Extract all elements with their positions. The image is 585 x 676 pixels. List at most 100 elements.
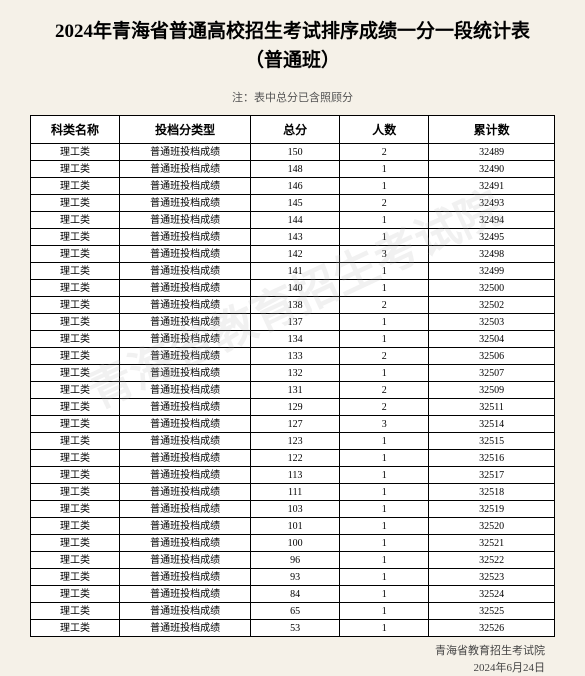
cell-type: 普通班投档成绩 bbox=[120, 518, 251, 535]
table-row: 理工类普通班投档成绩142332498 bbox=[31, 246, 555, 263]
cell-cumulative: 32500 bbox=[429, 280, 555, 297]
cell-count: 1 bbox=[340, 535, 429, 552]
table-row: 理工类普通班投档成绩141132499 bbox=[31, 263, 555, 280]
cell-type: 普通班投档成绩 bbox=[120, 399, 251, 416]
cell-score: 96 bbox=[251, 552, 340, 569]
cell-subject: 理工类 bbox=[31, 535, 120, 552]
header-cumulative: 累计数 bbox=[429, 116, 555, 144]
cell-score: 53 bbox=[251, 620, 340, 637]
cell-score: 134 bbox=[251, 331, 340, 348]
table-header-row: 科类名称 投档分类型 总分 人数 累计数 bbox=[31, 116, 555, 144]
cell-subject: 理工类 bbox=[31, 450, 120, 467]
table-row: 理工类普通班投档成绩53132526 bbox=[31, 620, 555, 637]
table-row: 理工类普通班投档成绩138232502 bbox=[31, 297, 555, 314]
cell-type: 普通班投档成绩 bbox=[120, 144, 251, 161]
table-row: 理工类普通班投档成绩144132494 bbox=[31, 212, 555, 229]
cell-score: 93 bbox=[251, 569, 340, 586]
cell-count: 1 bbox=[340, 569, 429, 586]
cell-cumulative: 32503 bbox=[429, 314, 555, 331]
cell-count: 3 bbox=[340, 416, 429, 433]
cell-score: 146 bbox=[251, 178, 340, 195]
footer-org: 青海省教育招生考试院 bbox=[435, 645, 545, 657]
cell-cumulative: 32506 bbox=[429, 348, 555, 365]
cell-count: 1 bbox=[340, 518, 429, 535]
cell-subject: 理工类 bbox=[31, 178, 120, 195]
cell-count: 1 bbox=[340, 467, 429, 484]
cell-cumulative: 32490 bbox=[429, 161, 555, 178]
cell-score: 142 bbox=[251, 246, 340, 263]
note-text: 注：表中总分已含照顾分 bbox=[30, 89, 555, 105]
cell-cumulative: 32509 bbox=[429, 382, 555, 399]
table-row: 理工类普通班投档成绩133232506 bbox=[31, 348, 555, 365]
cell-subject: 理工类 bbox=[31, 314, 120, 331]
table-row: 理工类普通班投档成绩96132522 bbox=[31, 552, 555, 569]
table-row: 理工类普通班投档成绩123132515 bbox=[31, 433, 555, 450]
cell-subject: 理工类 bbox=[31, 297, 120, 314]
cell-subject: 理工类 bbox=[31, 433, 120, 450]
cell-count: 1 bbox=[340, 620, 429, 637]
cell-score: 143 bbox=[251, 229, 340, 246]
cell-count: 1 bbox=[340, 212, 429, 229]
cell-subject: 理工类 bbox=[31, 365, 120, 382]
cell-subject: 理工类 bbox=[31, 229, 120, 246]
cell-subject: 理工类 bbox=[31, 246, 120, 263]
table-row: 理工类普通班投档成绩132132507 bbox=[31, 365, 555, 382]
cell-score: 127 bbox=[251, 416, 340, 433]
cell-count: 1 bbox=[340, 603, 429, 620]
header-count: 人数 bbox=[340, 116, 429, 144]
cell-cumulative: 32504 bbox=[429, 331, 555, 348]
cell-type: 普通班投档成绩 bbox=[120, 297, 251, 314]
cell-score: 148 bbox=[251, 161, 340, 178]
cell-score: 84 bbox=[251, 586, 340, 603]
table-row: 理工类普通班投档成绩140132500 bbox=[31, 280, 555, 297]
table-row: 理工类普通班投档成绩111132518 bbox=[31, 484, 555, 501]
table-row: 理工类普通班投档成绩129232511 bbox=[31, 399, 555, 416]
cell-type: 普通班投档成绩 bbox=[120, 552, 251, 569]
cell-cumulative: 32502 bbox=[429, 297, 555, 314]
cell-type: 普通班投档成绩 bbox=[120, 348, 251, 365]
cell-count: 2 bbox=[340, 399, 429, 416]
table-row: 理工类普通班投档成绩84132524 bbox=[31, 586, 555, 603]
cell-type: 普通班投档成绩 bbox=[120, 382, 251, 399]
table-row: 理工类普通班投档成绩148132490 bbox=[31, 161, 555, 178]
cell-type: 普通班投档成绩 bbox=[120, 246, 251, 263]
cell-subject: 理工类 bbox=[31, 161, 120, 178]
cell-type: 普通班投档成绩 bbox=[120, 501, 251, 518]
cell-type: 普通班投档成绩 bbox=[120, 484, 251, 501]
cell-type: 普通班投档成绩 bbox=[120, 535, 251, 552]
table-row: 理工类普通班投档成绩122132516 bbox=[31, 450, 555, 467]
page-title: 2024年青海省普通高校招生考试排序成绩一分一段统计表 （普通班） bbox=[30, 18, 555, 75]
cell-cumulative: 32524 bbox=[429, 586, 555, 603]
cell-cumulative: 32491 bbox=[429, 178, 555, 195]
cell-score: 103 bbox=[251, 501, 340, 518]
cell-count: 1 bbox=[340, 280, 429, 297]
cell-score: 141 bbox=[251, 263, 340, 280]
cell-cumulative: 32507 bbox=[429, 365, 555, 382]
cell-type: 普通班投档成绩 bbox=[120, 450, 251, 467]
table-row: 理工类普通班投档成绩113132517 bbox=[31, 467, 555, 484]
cell-count: 2 bbox=[340, 144, 429, 161]
cell-type: 普通班投档成绩 bbox=[120, 586, 251, 603]
table-row: 理工类普通班投档成绩131232509 bbox=[31, 382, 555, 399]
cell-cumulative: 32519 bbox=[429, 501, 555, 518]
cell-subject: 理工类 bbox=[31, 331, 120, 348]
cell-count: 2 bbox=[340, 195, 429, 212]
cell-subject: 理工类 bbox=[31, 195, 120, 212]
cell-score: 132 bbox=[251, 365, 340, 382]
cell-cumulative: 32494 bbox=[429, 212, 555, 229]
title-line-1: 2024年青海省普通高校招生考试排序成绩一分一段统计表 bbox=[55, 21, 530, 42]
score-table: 科类名称 投档分类型 总分 人数 累计数 理工类普通班投档成绩150232489… bbox=[30, 115, 555, 637]
cell-count: 1 bbox=[340, 365, 429, 382]
cell-count: 1 bbox=[340, 433, 429, 450]
footer-date: 2024年6月24日 bbox=[474, 662, 546, 674]
cell-subject: 理工类 bbox=[31, 603, 120, 620]
table-row: 理工类普通班投档成绩150232489 bbox=[31, 144, 555, 161]
cell-subject: 理工类 bbox=[31, 212, 120, 229]
cell-cumulative: 32498 bbox=[429, 246, 555, 263]
cell-count: 2 bbox=[340, 382, 429, 399]
table-row: 理工类普通班投档成绩103132519 bbox=[31, 501, 555, 518]
cell-cumulative: 32499 bbox=[429, 263, 555, 280]
cell-cumulative: 32521 bbox=[429, 535, 555, 552]
table-row: 理工类普通班投档成绩127332514 bbox=[31, 416, 555, 433]
header-score: 总分 bbox=[251, 116, 340, 144]
